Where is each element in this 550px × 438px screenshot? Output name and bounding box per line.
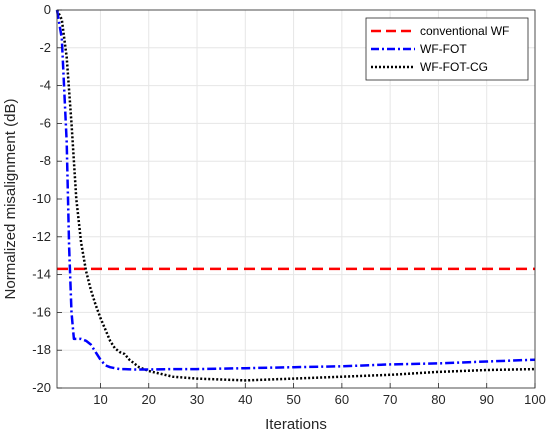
series-line-wf-fot <box>55 9 536 371</box>
y-axis-title: Normalized misalignment (dB) <box>2 99 19 300</box>
y-tick-label: -20 <box>32 380 51 395</box>
y-tick-label: -2 <box>39 40 51 55</box>
x-tick-label: 40 <box>238 392 252 407</box>
x-tick-label: 30 <box>190 392 204 407</box>
x-tick-label: 90 <box>479 392 493 407</box>
x-axis-title: Iterations <box>265 416 327 433</box>
y-tick-label: 0 <box>44 2 51 17</box>
y-tick-label: -16 <box>32 304 51 319</box>
legend: conventional WF WF-FOT WF-FOT-CG <box>365 17 529 81</box>
axis-ticks: 10 20 30 40 50 60 70 80 90 100 0 -2 -4 -6 -8 -10 -12 -14 -… <box>32 2 546 407</box>
x-tick-label: 80 <box>431 392 445 407</box>
y-tick-label: -18 <box>32 342 51 357</box>
x-tick-label: 10 <box>93 392 107 407</box>
x-tick-label: 100 <box>524 392 546 407</box>
legend-label-wf-fot-cg: WF-FOT-CG <box>420 60 488 74</box>
series-layer <box>55 9 536 382</box>
legend-label-wf-fot: WF-FOT <box>420 42 467 56</box>
series-line-wf-fot-cg <box>55 9 536 382</box>
y-tick-label: -10 <box>32 191 51 206</box>
x-tick-label: 70 <box>383 392 397 407</box>
y-tick-label: -6 <box>39 115 51 130</box>
x-tick-label: 60 <box>335 392 349 407</box>
x-tick-label: 50 <box>286 392 300 407</box>
x-tick-label: 20 <box>142 392 156 407</box>
y-tick-label: -4 <box>39 78 51 93</box>
legend-label-conventional-wf: conventional WF <box>420 24 509 38</box>
y-tick-label: -14 <box>32 267 51 282</box>
y-tick-label: -12 <box>32 229 51 244</box>
y-tick-label: -8 <box>39 153 51 168</box>
